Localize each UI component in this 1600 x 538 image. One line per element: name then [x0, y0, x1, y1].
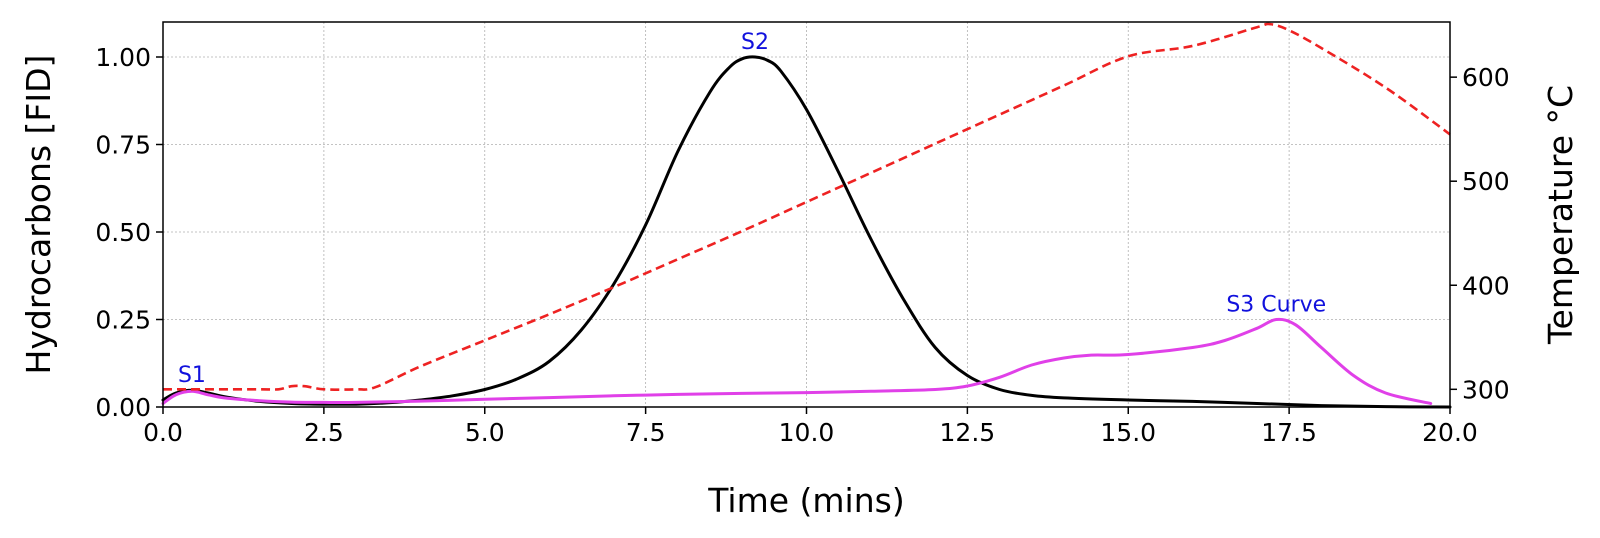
x-tick-label: 2.5	[304, 418, 344, 447]
annotation-label: S3 Curve	[1226, 293, 1326, 318]
annotation-label: S1	[178, 363, 206, 388]
x-tick-label: 10.0	[779, 418, 835, 447]
s3-line	[161, 317, 1433, 405]
y-right-tick-label: 400	[1462, 271, 1510, 300]
y-right-tick-label: 300	[1462, 375, 1510, 404]
x-tick-label: 20.0	[1422, 418, 1478, 447]
x-tick-label: 15.0	[1100, 418, 1156, 447]
x-tick-label: 17.5	[1261, 418, 1317, 447]
temperature-line	[163, 22, 1451, 391]
y-left-tick-label: 0.00	[95, 393, 151, 422]
annotation-label: S2	[741, 30, 769, 55]
x-tick-label: 12.5	[940, 418, 996, 447]
y-right-axis-title: Temperature °C	[1541, 85, 1580, 345]
y-left-axis-title: Hydrocarbons [FID]	[19, 55, 58, 375]
series-layer	[161, 22, 1452, 409]
hydrocarbon-line	[161, 55, 1452, 409]
y-left-tick-label: 0.75	[95, 131, 151, 160]
x-axis-title: Time (mins)	[707, 481, 904, 520]
y-left-tick-label: 1.00	[95, 43, 151, 72]
x-tick-label: 5.0	[465, 418, 505, 447]
y-right-tick-label: 500	[1462, 167, 1510, 196]
grid	[162, 22, 1451, 408]
y-left-tick-label: 0.50	[95, 218, 151, 247]
annotations: S1 S2 S3 Curve	[178, 30, 1326, 388]
y-right-tick-label: 600	[1462, 63, 1510, 92]
ticks-layer: 0.0 2.5 5.0 7.5 10.0 12.5 15.0 17.5 20.0 0.00 0.25…	[95, 43, 1509, 447]
x-tick-label: 7.5	[626, 418, 666, 447]
x-tick-label: 0.0	[143, 418, 183, 447]
y-left-tick-label: 0.25	[95, 306, 151, 335]
